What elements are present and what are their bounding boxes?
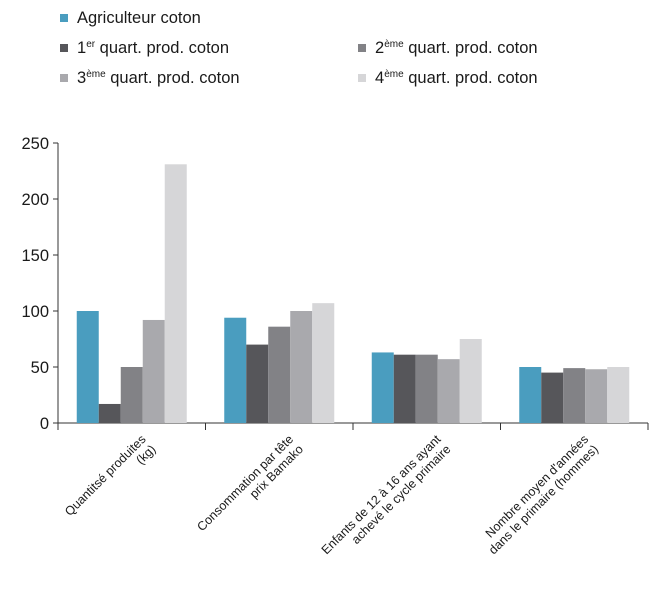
legend-label-superscript: ème — [86, 69, 106, 80]
y-tick-label: 100 — [21, 303, 49, 321]
legend-label-superscript: er — [86, 39, 96, 50]
legend-swatch — [60, 44, 68, 52]
bar — [120, 367, 143, 423]
legend-label: 3ème quart. prod. coton — [77, 68, 240, 88]
legend-label-rest: quart. prod. coton — [403, 69, 538, 87]
legend-item: 2ème quart. prod. coton — [358, 38, 538, 58]
legend-swatch — [60, 14, 68, 22]
legend-item: 3ème quart. prod. coton — [60, 68, 240, 88]
bar — [607, 367, 630, 423]
bar — [142, 319, 165, 423]
bar — [76, 311, 99, 423]
chart-legend: Agriculteur coton 1er quart. prod. coton 2… — [0, 0, 650, 100]
bar — [415, 354, 438, 423]
y-tick-label: 50 — [31, 359, 49, 377]
legend-label-base: 2 — [375, 39, 385, 57]
legend-label-rest: quart. prod. coton — [95, 39, 230, 57]
bar — [585, 369, 608, 423]
x-category-label: Nombre moyen d'annéesdans le primaire (h… — [476, 432, 601, 557]
bar — [519, 367, 542, 423]
x-category-label: Quantitsé produites(kg) — [62, 432, 158, 528]
legend-label: 4ème quart. prod. coton — [375, 68, 538, 88]
legend-label-superscript: ème — [384, 39, 404, 50]
legend-label: 1er quart. prod. coton — [77, 38, 229, 58]
bar — [290, 311, 313, 423]
legend-label-rest: quart. prod. coton — [403, 39, 538, 57]
legend-label-base: 4 — [375, 69, 385, 87]
x-category-label-line: Consommation par tête — [194, 432, 296, 534]
x-category-label-line: Nombre moyen d'années — [483, 432, 591, 540]
bar — [563, 368, 586, 423]
legend-item: 4ème quart. prod. coton — [358, 68, 538, 88]
bar — [459, 339, 482, 423]
legend-label: 2ème quart. prod. coton — [375, 38, 538, 58]
x-category-label-line: Enfants de 12 à 16 ans ayant — [319, 432, 444, 557]
bar — [371, 352, 394, 423]
x-category-label-line: achevé le cycle primaire — [349, 442, 454, 547]
legend-label-superscript: ème — [384, 69, 404, 80]
legend-label-base: 3 — [77, 69, 87, 87]
y-tick-label: 200 — [21, 191, 49, 209]
bar — [541, 372, 564, 423]
legend-swatch — [60, 74, 68, 82]
y-tick-label: 250 — [21, 135, 49, 153]
legend-label: Agriculteur coton — [77, 8, 201, 28]
legend-label-rest: quart. prod. coton — [105, 69, 240, 87]
bar — [98, 403, 121, 423]
y-tick-label: 0 — [40, 415, 49, 433]
legend-swatch — [358, 74, 366, 82]
legend-label-base: 1 — [77, 39, 87, 57]
bar — [224, 317, 247, 423]
bar — [268, 326, 291, 423]
bar — [164, 164, 187, 423]
x-category-label-line: Quantitsé produites — [62, 432, 149, 519]
x-category-label-line: dans le primaire (hommes) — [486, 442, 601, 557]
legend-item: Agriculteur coton — [60, 8, 201, 28]
legend-swatch — [358, 44, 366, 52]
bar — [393, 354, 416, 423]
bar — [437, 359, 460, 423]
legend-item: 1er quart. prod. coton — [60, 38, 229, 58]
x-category-label: Consommation par têteprix Bamako — [194, 432, 306, 544]
bar — [246, 344, 269, 423]
y-tick-label: 150 — [21, 247, 49, 265]
legend-label-base: Agriculteur coton — [77, 9, 201, 27]
x-category-label: Enfants de 12 à 16 ans ayantachevé le cy… — [319, 432, 454, 567]
bar — [312, 303, 335, 423]
